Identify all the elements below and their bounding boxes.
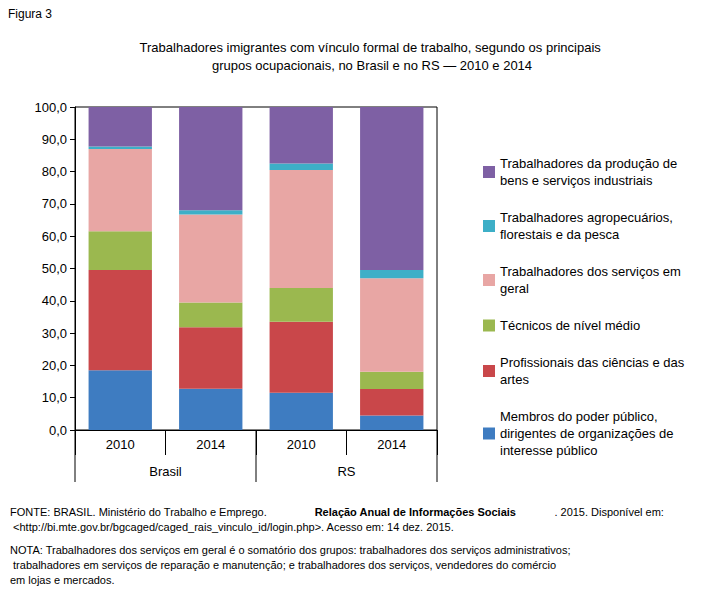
svg-text:dirigentes de organizações de: dirigentes de organizações de — [500, 426, 677, 441]
svg-text:Relação Anual de Informações S: Relação Anual de Informações Sociais — [315, 506, 516, 518]
svg-text:Brasil: Brasil — [149, 464, 182, 479]
svg-text:0,0: 0,0 — [49, 423, 67, 438]
svg-text:10,0: 10,0 — [42, 390, 67, 405]
svg-text:20,0: 20,0 — [42, 358, 67, 373]
svg-text:60,0: 60,0 — [42, 229, 67, 244]
svg-text:geral: geral — [500, 281, 529, 296]
svg-text:florestais e da pesca: florestais e da pesca — [500, 227, 620, 242]
svg-text:50,0: 50,0 — [42, 261, 67, 276]
svg-text:em lojas e mercados.: em lojas e mercados. — [10, 574, 115, 586]
svg-text:100,0: 100,0 — [34, 100, 67, 115]
svg-text:2014: 2014 — [196, 437, 225, 452]
svg-text:Trabalhadores agropecuários,: Trabalhadores agropecuários, — [500, 210, 677, 225]
svg-text:Membros do poder público,: Membros do poder público, — [500, 409, 661, 424]
svg-text:bens e serviços industriais: bens e serviços industriais — [500, 173, 653, 188]
svg-text:Figura 3: Figura 3 — [8, 7, 52, 21]
svg-text:80,0: 80,0 — [42, 164, 67, 179]
svg-text:artes: artes — [500, 372, 529, 387]
svg-text:Trabalhadores da produção de: Trabalhadores da produção de — [500, 156, 681, 171]
svg-text:Técnicos de nível médio: Técnicos de nível médio — [500, 318, 640, 333]
svg-text:Trabalhadores dos serviços em: Trabalhadores dos serviços em — [500, 264, 685, 279]
svg-text:RS: RS — [337, 464, 355, 479]
svg-text:70,0: 70,0 — [42, 196, 67, 211]
svg-text:40,0: 40,0 — [42, 293, 67, 308]
svg-text:2010: 2010 — [106, 437, 135, 452]
svg-text:. 2015. Disponível em:: . 2015. Disponível em: — [554, 506, 663, 518]
svg-text:NOTA: Trabalhadores dos serviç: NOTA: Trabalhadores dos serviços em gera… — [10, 544, 570, 556]
svg-text:Profissionais das ciências e d: Profissionais das ciências e das — [500, 355, 688, 370]
svg-text:2014: 2014 — [377, 437, 406, 452]
svg-text:30,0: 30,0 — [42, 326, 67, 341]
svg-text:2010: 2010 — [287, 437, 316, 452]
svg-text:90,0: 90,0 — [42, 132, 67, 147]
svg-text:grupos ocupacionais, no Brasil: grupos ocupacionais, no Brasil e no RS —… — [212, 58, 532, 73]
svg-text:FONTE: BRASIL. Ministério do T: FONTE: BRASIL. Ministério do Trabalho e … — [10, 506, 270, 518]
svg-text:interesse público: interesse público — [500, 443, 598, 458]
svg-text:trabalhadores em serviços de r: trabalhadores em serviços de reparação e… — [10, 559, 559, 571]
svg-text:<http://bi.mte.gov.br/bgcaged/: <http://bi.mte.gov.br/bgcaged/caged_rais… — [10, 521, 454, 533]
svg-text:Trabalhadores imigrantes com v: Trabalhadores imigrantes com vínculo for… — [140, 40, 605, 55]
